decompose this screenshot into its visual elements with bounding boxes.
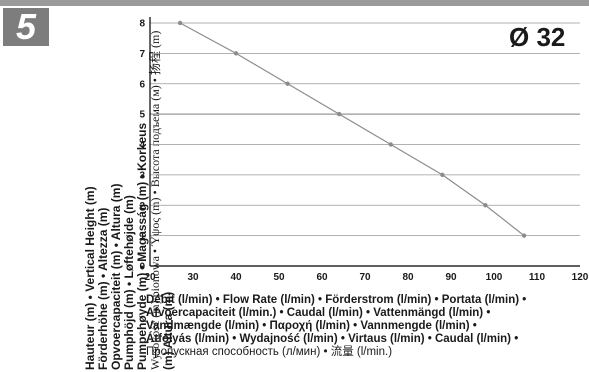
- x-tick-label: 90: [445, 272, 457, 283]
- y-tick-label: 6: [139, 79, 145, 90]
- y-tick-label: 3: [139, 170, 145, 181]
- data-point: [388, 142, 393, 147]
- x-tick-label: 60: [316, 272, 328, 283]
- y-tick-label: 7: [139, 49, 145, 60]
- x-tick-label: 100: [486, 272, 503, 283]
- x-tick-label: 120: [572, 272, 589, 283]
- axes: [149, 17, 580, 267]
- grid-lines: [150, 22, 580, 237]
- step-badge: 5: [3, 8, 49, 46]
- data-point: [483, 203, 488, 208]
- series-line: [179, 22, 525, 237]
- y-tick-label: 5: [139, 110, 145, 121]
- y-tick-label: 1: [139, 231, 145, 242]
- x-axis-title: Débit (l/min) • Flow Rate (l/min) • Förd…: [146, 294, 586, 359]
- data-point: [285, 81, 290, 86]
- x-axis-title-line: Пропускная способность (л/мин) • 流量 (l/m…: [146, 346, 393, 358]
- data-point: [233, 51, 239, 56]
- x-tick-label: 80: [402, 272, 414, 283]
- x-axis-title-line: Débit (l/min) • Flow Rate (l/min) • Förd…: [146, 294, 527, 306]
- x-tick-label: 110: [529, 272, 546, 283]
- x-tick-label: 40: [230, 272, 242, 283]
- data-point: [177, 20, 183, 26]
- x-axis-title-line: Afvoercapaciteit (l/min.) • Caudal (l/mi…: [146, 307, 491, 319]
- data-point: [337, 111, 342, 117]
- x-axis-title-line: Vandmængde (l/min) • Παροχή (l/min) • Va…: [146, 320, 477, 332]
- y-tick-label: 4: [139, 140, 145, 151]
- x-tick-label: 20: [144, 272, 156, 283]
- data-point: [440, 172, 445, 178]
- data-point: [521, 233, 527, 238]
- y-tick-label: 2: [139, 201, 145, 212]
- diameter-label: Ø 32: [509, 22, 566, 52]
- x-tick-labels: 20 30 40 50 60 70 80 90 100 110 120: [144, 272, 588, 283]
- top-strip: [0, 0, 589, 6]
- x-tick-label: 30: [187, 272, 199, 283]
- x-tick-label: 50: [273, 272, 285, 283]
- y-tick-labels: 0 1 2 3 4 5 6 7 8: [139, 19, 145, 273]
- series-layer: [177, 20, 527, 238]
- y-tick-label: 0: [139, 262, 145, 273]
- x-axis-title-line: Átfolyás (l/min) • Wydajność (l/min) • V…: [146, 333, 519, 345]
- x-tick-label: 70: [359, 272, 371, 283]
- y-tick-label: 8: [139, 19, 145, 30]
